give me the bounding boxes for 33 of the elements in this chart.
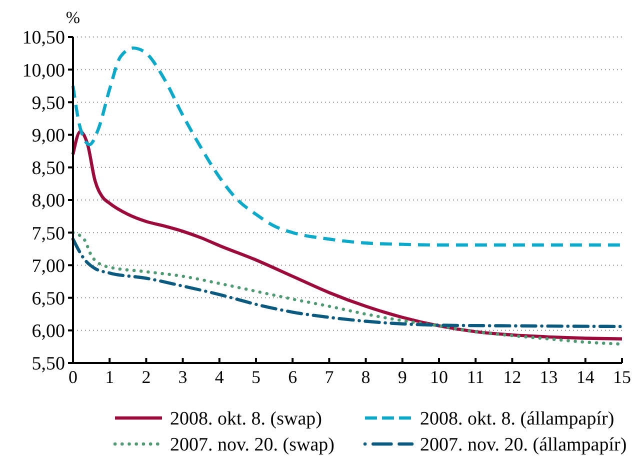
- legend-label: 2008. okt. 8. (swap): [170, 408, 322, 430]
- legend-label: 2008. okt. 8. (állampapír): [420, 408, 614, 430]
- x-tick-label: 6: [288, 367, 298, 387]
- x-tick-label: 0: [68, 367, 78, 387]
- line-series: [71, 238, 624, 328]
- y-tick-label: 5,50: [32, 354, 65, 375]
- y-tick-label: 8,50: [32, 158, 65, 180]
- y-tick-label: 10,50: [22, 28, 65, 49]
- y-tick-label: 7,00: [32, 256, 65, 277]
- y-tick-label: 9,50: [32, 92, 65, 114]
- x-tick-label: 9: [398, 367, 407, 387]
- x-tick-label: 8: [361, 367, 370, 387]
- x-tick-label: 11: [466, 367, 484, 387]
- legend-label: 2007. nov. 20. (swap): [170, 434, 334, 456]
- y-tick-label: 7,50: [32, 223, 65, 244]
- x-tick-label: 5: [252, 367, 260, 387]
- x-tick-label: 3: [178, 367, 188, 387]
- x-tick-label: 4: [214, 367, 224, 387]
- x-tick-label: 10: [430, 367, 448, 387]
- y-tick-label: 10,00: [22, 60, 65, 82]
- x-tick-label: 12: [503, 367, 522, 387]
- x-tick-label: 13: [540, 367, 558, 387]
- y-axis-title: %: [66, 8, 80, 27]
- x-tick-label: 1: [105, 367, 114, 387]
- x-tick-label: 14: [576, 367, 594, 387]
- legend-label: 2007. nov. 20. (állampapír): [420, 434, 627, 456]
- y-tick-label: 6,00: [32, 321, 65, 342]
- x-tick-label: 7: [324, 367, 334, 387]
- y-tick-label: 6,50: [32, 288, 65, 310]
- x-tick-label: 2: [142, 367, 151, 387]
- y-tick-label: 8,00: [32, 190, 65, 212]
- y-tick-label: 9,00: [32, 125, 65, 146]
- x-tick-label: 15: [613, 367, 631, 387]
